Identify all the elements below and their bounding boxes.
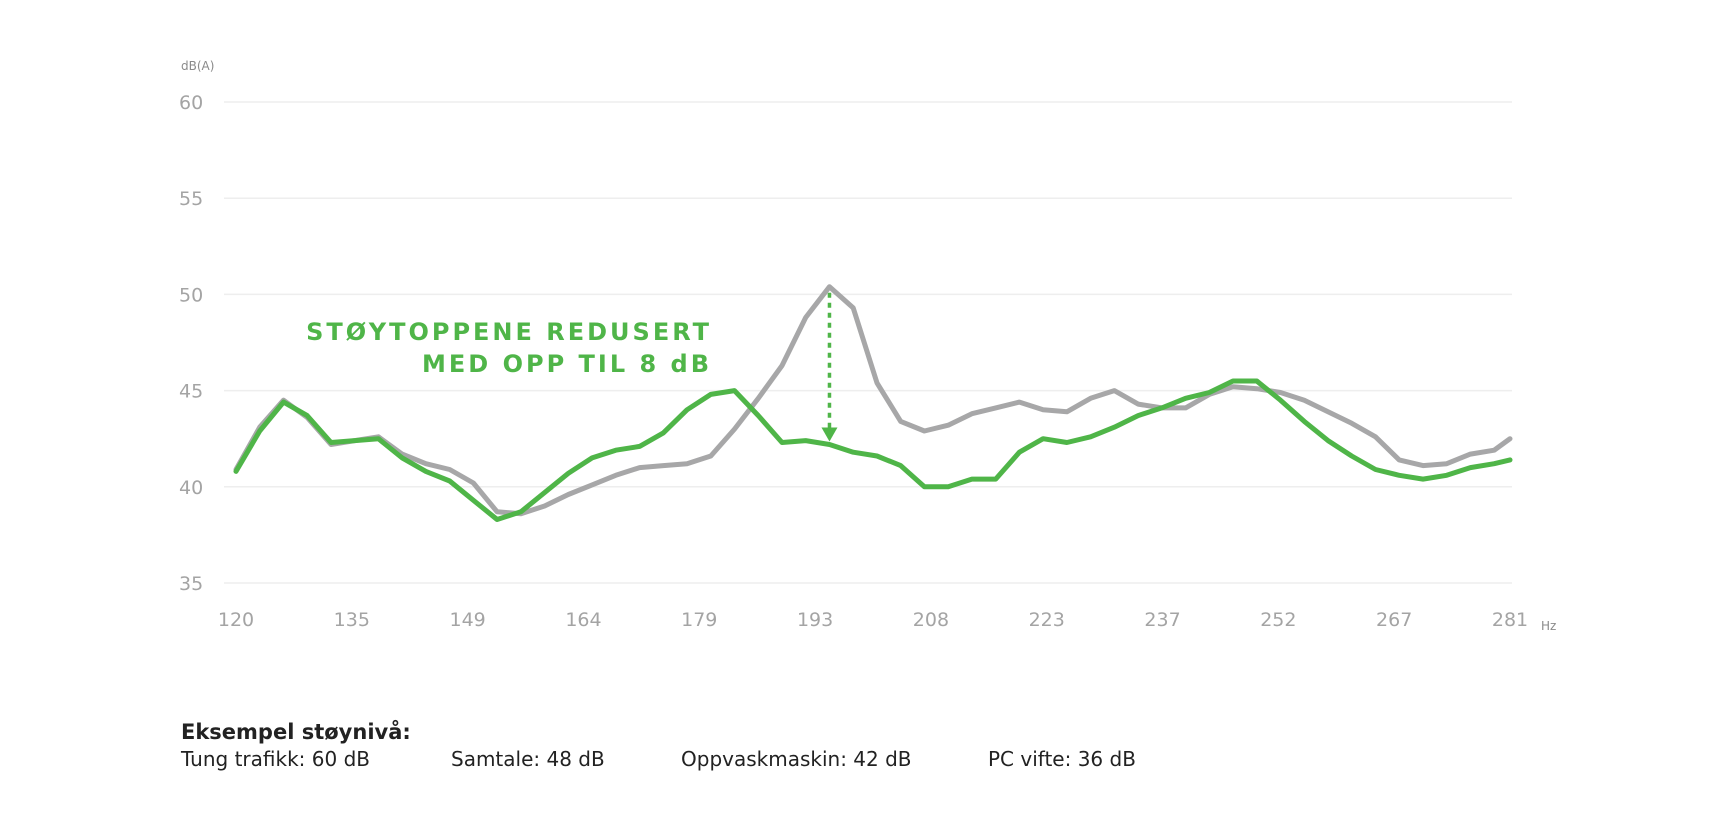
x-tick-281: 281 (1492, 609, 1528, 631)
x-tick-164: 164 (565, 609, 601, 631)
examples-row: Tung trafikk: 60 dB Samtale: 48 dB Oppva… (181, 747, 1136, 773)
x-tick-149: 149 (450, 609, 486, 631)
y-tick-45: 45 (179, 381, 203, 403)
grey-series-line (233, 284, 1513, 517)
arrow-head (821, 427, 838, 442)
x-axis-label: Hz (1541, 619, 1556, 633)
y-tick-35: 35 (179, 573, 203, 595)
x-tick-193: 193 (797, 609, 833, 631)
example-heavy-traffic: Tung trafikk: 60 dB (181, 747, 370, 771)
example-conversation: Samtale: 48 dB (451, 747, 605, 771)
gridlines (224, 101, 1512, 584)
example-noise-levels: Eksempel støynivå: Tung trafikk: 60 dB S… (181, 720, 1136, 773)
y-tick-40: 40 (179, 477, 203, 499)
x-tick-252: 252 (1260, 609, 1296, 631)
example-dishwasher: Oppvaskmaskin: 42 dB (681, 747, 912, 771)
example-pc-fan: PC vifte: 36 dB (988, 747, 1136, 771)
x-tick-120: 120 (218, 609, 254, 631)
annotation-line-1: STØYTOPPENE REDUSERT (306, 318, 712, 346)
y-tick-60: 60 (179, 92, 203, 114)
x-tick-267: 267 (1376, 609, 1412, 631)
y-tick-labels: 60 55 50 45 40 35 (179, 92, 203, 595)
x-tick-135: 135 (334, 609, 370, 631)
x-tick-labels: 120 135 149 164 179 193 208 223 237 252 267 281 (218, 609, 1528, 631)
annotation-line-2: MED OPP TIL 8 dB (422, 350, 712, 378)
y-axis-label: dB(A) (181, 59, 214, 73)
x-tick-179: 179 (681, 609, 717, 631)
x-tick-237: 237 (1144, 609, 1180, 631)
y-tick-50: 50 (179, 284, 203, 306)
examples-title: Eksempel støynivå: (181, 720, 411, 744)
green-series-line (233, 378, 1513, 522)
x-tick-223: 223 (1029, 609, 1065, 631)
reduction-arrow (821, 292, 838, 442)
x-tick-208: 208 (913, 609, 949, 631)
noise-chart: 60 55 50 45 40 35 120 135 149 164 179 193 208 223 237… (179, 59, 1556, 633)
y-tick-55: 55 (179, 188, 203, 210)
series-lines (233, 284, 1513, 522)
